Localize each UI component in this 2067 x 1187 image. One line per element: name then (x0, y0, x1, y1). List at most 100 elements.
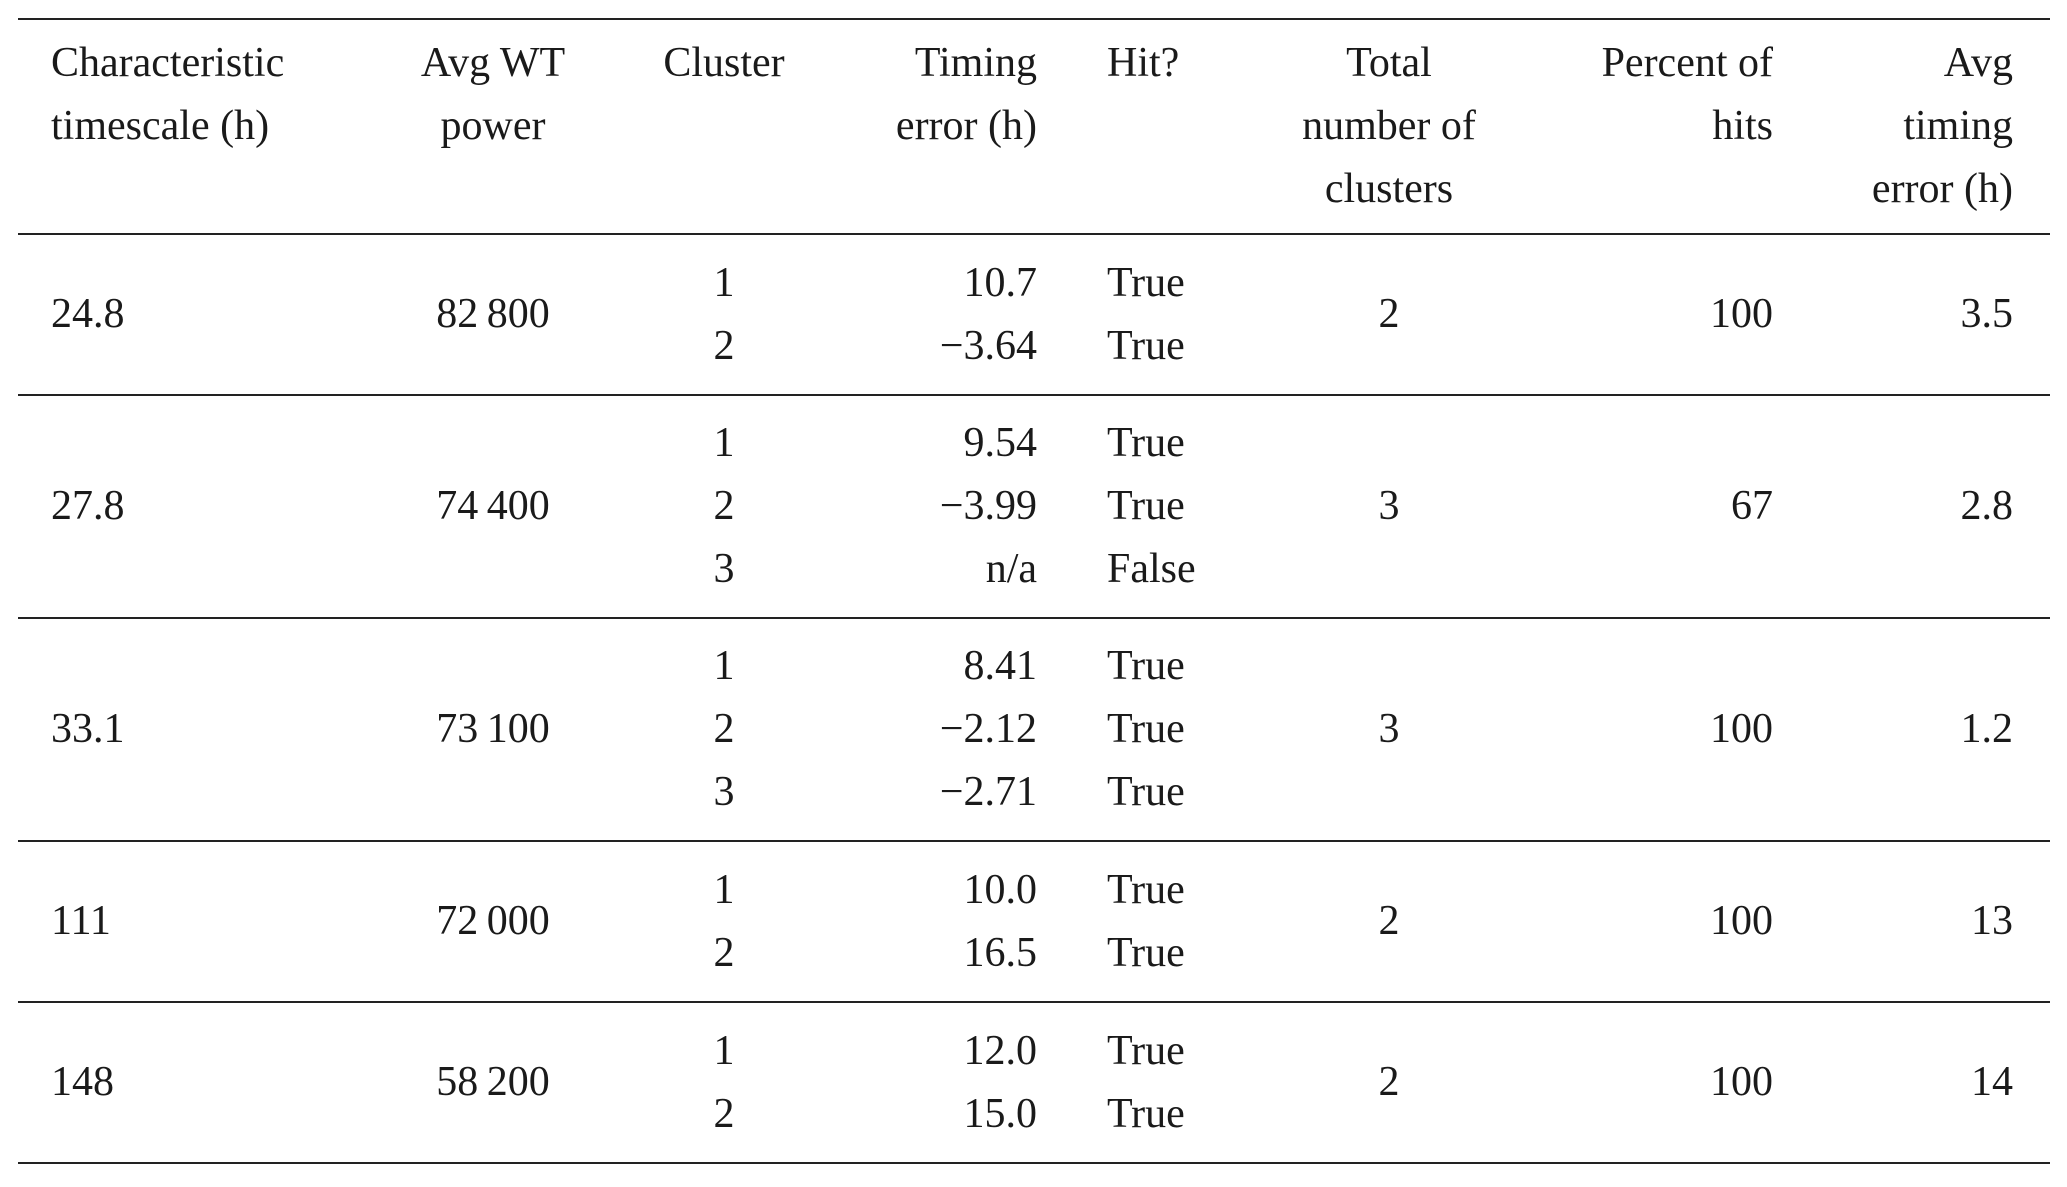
header-line: power (440, 103, 546, 149)
header-percent-hits: Percent of hits (1538, 19, 1800, 234)
cell-value: 8.41 (963, 643, 1038, 689)
header-avg-timing-error: Avg timing error (h) (1800, 19, 2050, 234)
cell-value: 10.7 (963, 259, 1038, 306)
header-hit: Hit? (1067, 19, 1240, 234)
cell-value: 2 (713, 483, 735, 529)
cell-percent: 100 (1710, 291, 1773, 337)
header-total-clusters: Total number of clusters (1240, 19, 1538, 234)
header-line: timing (1903, 103, 2013, 149)
header-cluster: Cluster (606, 19, 842, 234)
table-row: 27.8 74 400 1 2 3 9.54 −3.99 n/a True True False 3 6… (18, 395, 2050, 618)
header-timing-error: Timing error (h) (842, 19, 1067, 234)
cell-value: 2 (713, 322, 735, 369)
header-line: Timing (914, 40, 1037, 86)
cell-value: 1 (713, 643, 735, 689)
cell-errors: 8.41 −2.12 −2.71 (842, 618, 1067, 841)
cell-timescale: 33.1 (51, 706, 125, 752)
cell-hits: True True (1067, 841, 1240, 1002)
cell-errors: 10.0 16.5 (842, 841, 1067, 1002)
cell-power: 58 200 (436, 1059, 550, 1105)
cell-value: −2.12 (939, 706, 1037, 752)
cell-percent: 100 (1710, 898, 1773, 944)
cell-value: 2 (713, 1090, 735, 1137)
cell-avg: 2.8 (1960, 483, 2014, 529)
cell-clusters: 1 2 3 (606, 395, 842, 618)
cell-power: 74 400 (436, 483, 550, 529)
cell-value: True (1107, 643, 1185, 689)
cell-value: 9.54 (963, 420, 1038, 466)
cell-value: 2 (713, 929, 735, 976)
header-line: Total (1346, 40, 1432, 86)
header-line: Characteristic (51, 40, 285, 86)
table-row: 33.1 73 100 1 2 3 8.41 −2.12 −2.71 True True True 3… (18, 618, 2050, 841)
cell-power: 72 000 (436, 898, 550, 944)
cell-value: 1 (713, 259, 735, 306)
cell-hits: True True False (1067, 395, 1240, 618)
cell-avg: 14 (1971, 1059, 2013, 1105)
cell-value: True (1107, 1027, 1185, 1074)
header-line: error (h) (1871, 166, 2013, 212)
cell-total: 2 (1378, 1059, 1400, 1105)
table-row: 111 72 000 1 2 10.0 16.5 True True 2 100 13 (18, 841, 2050, 1002)
cell-value: True (1107, 483, 1185, 529)
cell-timescale: 27.8 (51, 483, 125, 529)
cell-value: False (1107, 546, 1196, 592)
cell-avg: 1.2 (1960, 706, 2014, 752)
cell-value: 3 (713, 546, 735, 592)
results-table: Characteristic timescale (h) Avg WT power Cl… (18, 18, 2050, 1164)
cell-power: 82 800 (436, 291, 550, 337)
cell-timescale: 148 (51, 1059, 114, 1105)
cell-value: −3.64 (939, 322, 1037, 369)
cell-value: −3.99 (939, 483, 1037, 529)
cell-value: −2.71 (939, 769, 1037, 815)
cell-hits: True True (1067, 234, 1240, 395)
cell-total: 2 (1378, 291, 1400, 337)
header-line: Cluster (663, 40, 785, 86)
cell-percent: 100 (1710, 1059, 1773, 1105)
cell-value: 16.5 (963, 929, 1038, 976)
table-row: 148 58 200 1 2 12.0 15.0 True True 2 100 14 (18, 1002, 2050, 1163)
cell-total: 2 (1378, 898, 1400, 944)
header-line: error (h) (895, 103, 1037, 149)
cell-value: True (1107, 322, 1185, 369)
table-row: 24.8 82 800 1 2 10.7 −3.64 True True 2 100 3.5 (18, 234, 2050, 395)
cell-avg: 13 (1971, 898, 2013, 944)
cell-hits: True True (1067, 1002, 1240, 1163)
cell-total: 3 (1378, 483, 1400, 529)
cell-errors: 12.0 15.0 (842, 1002, 1067, 1163)
cell-power: 73 100 (436, 706, 550, 752)
cell-value: True (1107, 706, 1185, 752)
cell-value: True (1107, 1090, 1185, 1137)
header-line: hits (1712, 103, 1773, 149)
header-line: Avg (1943, 40, 2013, 86)
cell-value: 1 (713, 1027, 735, 1074)
header-line: number of (1302, 103, 1476, 149)
cell-percent: 67 (1731, 483, 1773, 529)
cell-value: 1 (713, 866, 735, 913)
cell-value: 1 (713, 420, 735, 466)
header-row: Characteristic timescale (h) Avg WT power Cl… (18, 19, 2050, 234)
cell-avg: 3.5 (1960, 291, 2014, 337)
header-avg-wt-power: Avg WT power (380, 19, 606, 234)
cell-value: n/a (985, 546, 1037, 592)
cell-value: True (1107, 420, 1185, 466)
cell-value: True (1107, 769, 1185, 815)
header-line: Avg WT (420, 40, 566, 86)
cell-errors: 10.7 −3.64 (842, 234, 1067, 395)
cell-total: 3 (1378, 706, 1400, 752)
cell-value: True (1107, 866, 1185, 913)
header-timescale: Characteristic timescale (h) (18, 19, 380, 234)
cell-value: 15.0 (963, 1090, 1038, 1137)
cell-timescale: 24.8 (51, 291, 125, 337)
cell-value: 10.0 (963, 866, 1038, 913)
cell-value: 3 (713, 769, 735, 815)
header-line: Percent of (1601, 40, 1773, 86)
header-line: Hit? (1107, 40, 1180, 86)
header-line: timescale (h) (51, 103, 270, 149)
cell-hits: True True True (1067, 618, 1240, 841)
cell-value: 12.0 (963, 1027, 1038, 1074)
cell-timescale: 111 (51, 898, 111, 944)
